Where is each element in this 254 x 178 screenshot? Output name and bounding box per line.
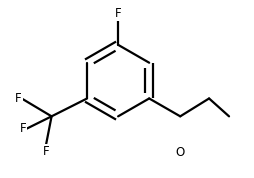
- Text: F: F: [43, 145, 49, 158]
- Text: F: F: [20, 122, 26, 135]
- Text: F: F: [15, 92, 22, 105]
- Text: F: F: [115, 7, 121, 20]
- Text: O: O: [176, 146, 185, 159]
